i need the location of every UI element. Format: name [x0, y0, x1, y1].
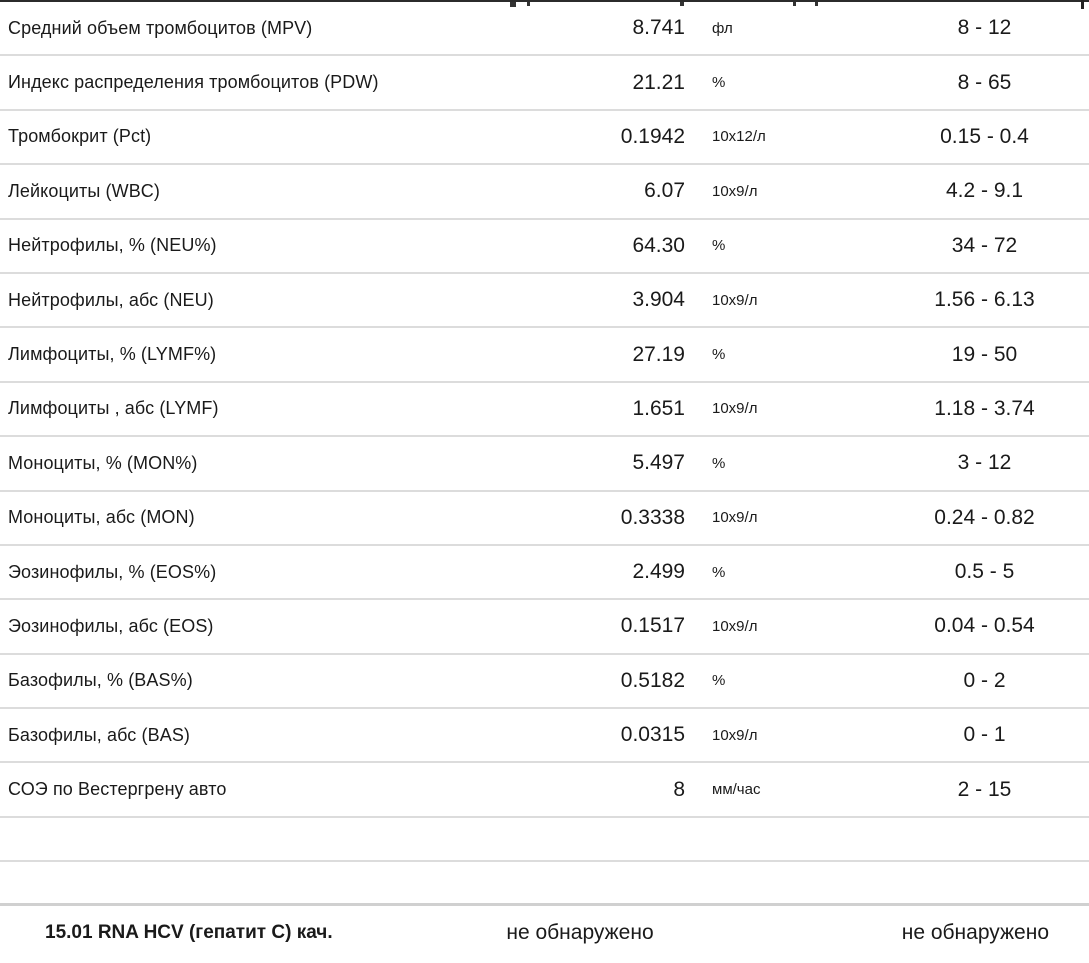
hcv-test-reference: не обнаружено: [901, 920, 1049, 944]
analyte-name: Лимфоциты , абс (LYMF): [8, 398, 219, 419]
result-value: 27.19: [632, 342, 685, 366]
table-row: Моноциты, % (MON%) 5.497 % 3 - 12: [0, 437, 1089, 492]
reference-range: 8 - 65: [957, 70, 1012, 94]
result-value: 0.5182: [620, 668, 685, 692]
crop-artifact: [510, 2, 516, 7]
section-divider: [0, 902, 1089, 906]
reference-range: 0.24 - 0.82: [934, 505, 1035, 529]
analyte-name: Тромбокрит (Pct): [8, 126, 152, 147]
analyte-name: Моноциты, % (MON%): [8, 452, 198, 473]
unit-label: %: [712, 237, 726, 255]
table-row: Тромбокрит (Pct) 0.1942 10x12/л 0.15 - 0…: [0, 111, 1089, 166]
table-row: Эозинофилы, абс (EOS) 0.1517 10x9/л 0.04…: [0, 600, 1089, 655]
reference-range: 3 - 12: [957, 451, 1012, 475]
table-row: Нейтрофилы, абс (NEU) 3.904 10x9/л 1.56 …: [0, 274, 1089, 329]
reference-range: 2 - 15: [957, 777, 1012, 801]
crop-artifact: [815, 2, 818, 6]
analyte-name: Лейкоциты (WBC): [8, 180, 160, 201]
crop-artifact: [1081, 0, 1084, 9]
analyte-name: Средний объем тромбоцитов (MPV): [8, 17, 313, 38]
reference-range: 4.2 - 9.1: [945, 179, 1024, 203]
unit-label: 10x9/л: [712, 291, 758, 309]
result-value: 0.1517: [620, 614, 685, 638]
hcv-test-result: не обнаружено: [506, 920, 654, 944]
result-value: 21.21: [632, 70, 685, 94]
table-row: Индекс распределения тромбоцитов (PDW) 2…: [0, 56, 1089, 111]
hcv-test-row: 15.01 RNA HCV (гепатит C) кач. не обнару…: [0, 906, 1089, 960]
hcv-test-name: 15.01 RNA HCV (гепатит C) кач.: [45, 921, 333, 943]
result-value: 2.499: [632, 560, 685, 584]
unit-label: %: [712, 454, 726, 472]
analyte-name: Лимфоциты, % (LYMF%): [8, 344, 217, 365]
unit-label: 10x9/л: [712, 182, 758, 200]
analyte-name: Моноциты, абс (MON): [8, 507, 195, 528]
reference-range: 0 - 2: [963, 668, 1006, 692]
result-value: 6.07: [644, 179, 685, 203]
result-value: 0.3338: [620, 505, 685, 529]
reference-range: 0.15 - 0.4: [940, 124, 1029, 148]
result-value: 0.0315: [620, 723, 685, 747]
unit-label: фл: [712, 19, 733, 37]
analyte-name: Нейтрофилы, абс (NEU): [8, 289, 214, 310]
unit-label: %: [712, 346, 726, 364]
result-value: 8: [673, 777, 685, 801]
reference-range: 0 - 1: [963, 723, 1006, 747]
analyte-name: Базофилы, % (BAS%): [8, 670, 193, 691]
unit-label: 10x9/л: [712, 509, 758, 527]
reference-range: 34 - 72: [951, 233, 1018, 257]
result-value: 3.904: [632, 288, 685, 312]
unit-label: 10x9/л: [712, 400, 758, 418]
crop-artifact: [680, 2, 684, 6]
reference-range: 8 - 12: [957, 16, 1012, 40]
reference-range: 1.56 - 6.13: [934, 288, 1035, 312]
unit-label: 10x9/л: [712, 617, 758, 635]
section-gap: [0, 862, 1089, 903]
result-value: 64.30: [632, 233, 685, 257]
crop-artifact: [527, 2, 530, 6]
table-row: Средний объем тромбоцитов (MPV) 8.741 фл…: [0, 2, 1089, 57]
crop-artifact: [793, 2, 796, 6]
result-value: 8.741: [632, 16, 685, 40]
result-value: 1.651: [632, 396, 685, 420]
analyte-name: Индекс распределения тромбоцитов (PDW): [8, 72, 379, 93]
unit-label: %: [712, 563, 726, 581]
table-row: Эозинофилы, % (EOS%) 2.499 % 0.5 - 5: [0, 546, 1089, 601]
unit-label: 10x9/л: [712, 726, 758, 744]
reference-range: 1.18 - 3.74: [934, 396, 1035, 420]
crop-edge-line: [0, 0, 1089, 2]
result-value: 0.1942: [620, 124, 685, 148]
analyte-name: Нейтрофилы, % (NEU%): [8, 235, 217, 256]
analyte-name: Эозинофилы, % (EOS%): [8, 561, 217, 582]
unit-label: %: [712, 74, 726, 92]
unit-label: 10x12/л: [712, 128, 766, 146]
unit-label: %: [712, 672, 726, 690]
reference-range: 0.5 - 5: [954, 560, 1015, 584]
unit-label: мм/час: [712, 781, 761, 799]
table-row: Базофилы, абс (BAS) 0.0315 10x9/л 0 - 1: [0, 709, 1089, 764]
reference-range: 0.04 - 0.54: [934, 614, 1035, 638]
table-row: СОЭ по Вестергрену авто 8 мм/час 2 - 15: [0, 763, 1089, 818]
table-row: Нейтрофилы, % (NEU%) 64.30 % 34 - 72: [0, 220, 1089, 274]
table-row: Лимфоциты, % (LYMF%) 27.19 % 19 - 50: [0, 328, 1089, 383]
analyte-name: СОЭ по Вестергрену авто: [8, 779, 227, 800]
table-row: Базофилы, % (BAS%) 0.5182 % 0 - 2: [0, 655, 1089, 710]
empty-table-row: [0, 818, 1089, 862]
analyte-name: Базофилы, абс (BAS): [8, 724, 191, 745]
analyte-name: Эозинофилы, абс (EOS): [8, 615, 214, 636]
table-row: Лейкоциты (WBC) 6.07 10x9/л 4.2 - 9.1: [0, 165, 1089, 220]
table-row: Моноциты, абс (MON) 0.3338 10x9/л 0.24 -…: [0, 492, 1089, 546]
reference-range: 19 - 50: [951, 342, 1018, 366]
result-value: 5.497: [632, 451, 685, 475]
table-row: Лимфоциты , абс (LYMF) 1.651 10x9/л 1.18…: [0, 383, 1089, 438]
